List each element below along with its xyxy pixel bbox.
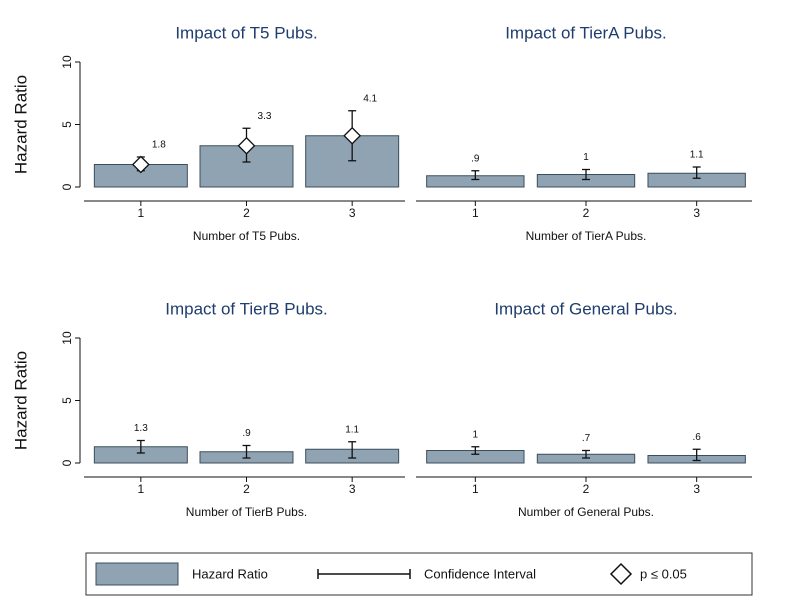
value-label: 3.3 [258, 111, 272, 122]
value-label: .7 [582, 433, 591, 444]
value-label: 1.3 [134, 423, 148, 434]
x-tick-label: 2 [583, 482, 590, 496]
significance-diamond [131, 155, 150, 174]
x-axis-label: Number of T5 Pubs. [193, 229, 300, 243]
x-tick-label: 2 [243, 482, 250, 496]
legend-label: p ≤ 0.05 [640, 566, 687, 581]
significance-diamond [343, 126, 362, 145]
legend-box [85, 552, 753, 596]
y-tick-label: 10 [60, 331, 74, 345]
panel-title: Impact of TierA Pubs. [505, 23, 667, 42]
x-tick-label: 3 [349, 206, 356, 220]
value-label: 1 [583, 152, 589, 163]
value-label: 4.1 [363, 93, 377, 104]
legend-label: Confidence Interval [424, 566, 536, 581]
x-tick-label: 3 [693, 482, 700, 496]
x-tick-label: 2 [583, 206, 590, 220]
legend-bar-swatch [95, 562, 179, 586]
panel-title: Impact of General Pubs. [494, 299, 677, 318]
x-axis-label: Number of TierA Pubs. [526, 229, 647, 243]
x-tick-label: 1 [472, 482, 479, 496]
x-tick-label: 3 [349, 482, 356, 496]
legend-label: Hazard Ratio [192, 566, 268, 581]
value-label: 1.8 [152, 140, 166, 151]
x-tick-label: 3 [693, 206, 700, 220]
y-axis-label: Hazard Ratio [11, 75, 30, 174]
legend-ci-swatch [317, 569, 411, 579]
value-label: 1.1 [690, 150, 704, 161]
y-tick-label: 5 [60, 121, 74, 128]
panel-title: Impact of TierB Pubs. [165, 299, 328, 318]
significance-diamond [237, 136, 256, 155]
x-tick-label: 1 [137, 206, 144, 220]
panel-title: Impact of T5 Pubs. [175, 23, 317, 42]
legend-diamond-swatch [609, 562, 633, 586]
value-label: .6 [692, 432, 701, 443]
y-tick-label: 0 [60, 459, 74, 466]
x-tick-label: 1 [137, 482, 144, 496]
value-label: .9 [471, 153, 480, 164]
y-tick-label: 5 [60, 397, 74, 404]
x-axis-label: Number of TierB Pubs. [186, 505, 307, 519]
value-label: .9 [242, 428, 251, 439]
value-label: 1.1 [345, 424, 359, 435]
y-axis-label: Hazard Ratio [11, 351, 30, 450]
x-tick-label: 1 [472, 206, 479, 220]
x-tick-label: 2 [243, 206, 250, 220]
y-tick-label: 10 [60, 55, 74, 69]
x-axis-label: Number of General Pubs. [518, 505, 654, 519]
y-tick-label: 0 [60, 183, 74, 190]
value-label: 1 [473, 429, 479, 440]
